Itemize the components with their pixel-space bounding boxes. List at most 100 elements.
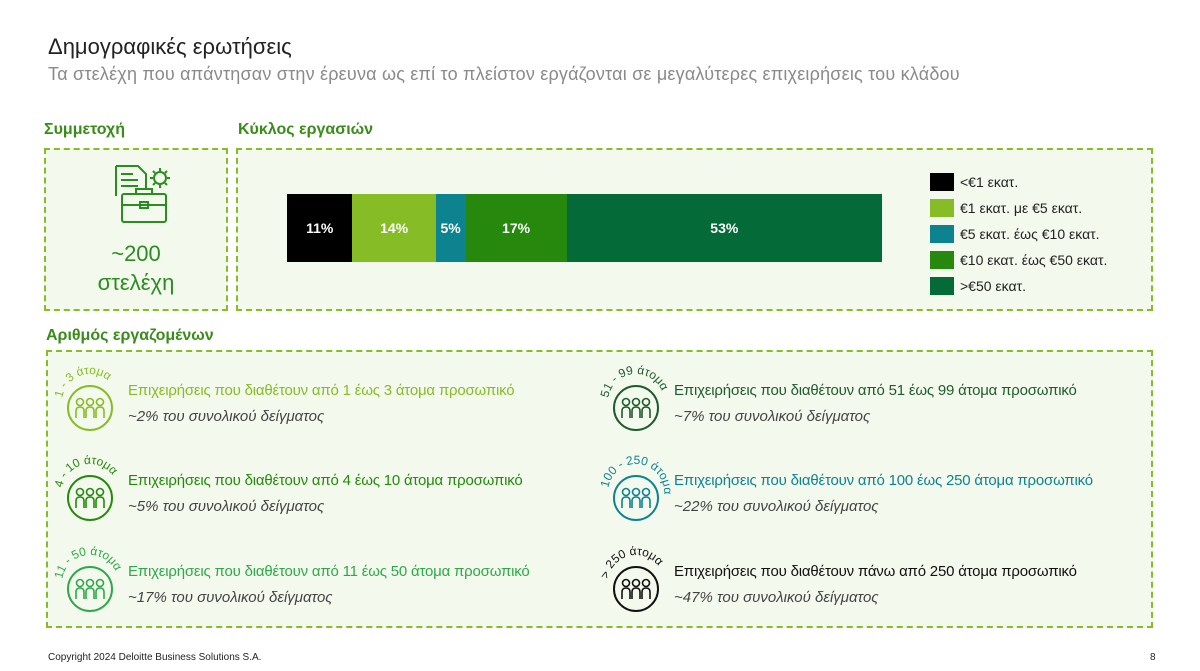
legend-item-0: <€1 εκατ.: [930, 172, 1018, 192]
page-number: 8: [1150, 652, 1156, 663]
person-head-icon: [85, 397, 95, 407]
people-group-icon: 51 - 99 άτομα: [600, 363, 672, 431]
people-group-icon: > 250 άτομα: [600, 544, 667, 612]
briefcase-document-icon: [115, 165, 170, 223]
page-title: Δημογραφικές ερωτήσεις: [48, 34, 292, 59]
person-body-icon: [75, 496, 85, 508]
page-subtitle: Τα στελέχη που απάντησαν στην έρευνα ως …: [48, 64, 960, 84]
legend-label: €1 εκατ. με €5 εκατ.: [960, 200, 1083, 216]
person-body-icon: [75, 406, 85, 418]
icon-circle: [613, 475, 659, 521]
legend-label: >€50 εκατ.: [960, 278, 1027, 294]
employee-size-item: 4 - 10 άτομα Επιχειρήσεις που διαθέτουν α…: [54, 450, 600, 528]
icon-circle: [613, 566, 659, 612]
person-body-icon: [85, 406, 95, 418]
people-group-icon: 11 - 50 άτομα: [54, 544, 125, 612]
person-body-icon: [641, 496, 651, 508]
employee-size-title: Επιχειρήσεις που διαθέτουν πάνω από 250 …: [674, 563, 1077, 580]
employee-size-title: Επιχειρήσεις που διαθέτουν από 100 έως 2…: [674, 472, 1093, 489]
person-head-icon: [95, 397, 105, 407]
person-body-icon: [95, 587, 105, 599]
person-head-icon: [621, 578, 631, 588]
bar-data-label-0: 11%: [306, 220, 334, 236]
legend-label: €5 εκατ. έως €10 εκατ.: [960, 226, 1100, 242]
legend-swatch: [930, 277, 954, 295]
turnover-stacked-bar: 11% 14% 5% 17% 53%: [287, 194, 882, 262]
participation-label: Συμμετοχή: [44, 121, 125, 138]
person-body-icon: [641, 406, 651, 418]
person-head-icon: [631, 397, 641, 407]
icon-circle: [67, 385, 113, 431]
icon-circle: [67, 475, 113, 521]
person-body-icon: [621, 587, 631, 599]
employee-range-label: 51 - 99 άτομα: [600, 363, 672, 399]
person-body-icon: [631, 496, 641, 508]
person-head-icon: [75, 487, 85, 497]
bar-data-label-1: 14%: [380, 220, 409, 236]
person-head-icon: [641, 578, 651, 588]
legend-label: <€1 εκατ.: [960, 174, 1019, 190]
employee-size-title: Επιχειρήσεις που διαθέτουν από 51 έως 99…: [674, 382, 1077, 399]
person-head-icon: [85, 487, 95, 497]
employee-size-title: Επιχειρήσεις που διαθέτουν από 1 έως 3 ά…: [128, 382, 515, 399]
participation-count: ~200: [111, 241, 161, 266]
bar-segment-1: [352, 194, 436, 262]
person-head-icon: [95, 487, 105, 497]
employee-range-label: > 250 άτομα: [600, 544, 667, 580]
employee-range-label: 11 - 50 άτομα: [54, 544, 125, 580]
people-group-icon: 1 - 3 άτομα: [54, 363, 114, 431]
person-head-icon: [641, 487, 651, 497]
person-body-icon: [631, 587, 641, 599]
footer-copyright: Copyright 2024 Deloitte Business Solutio…: [48, 652, 262, 663]
legend-swatch: [930, 173, 954, 191]
participation-box: ~200 στελέχη: [44, 148, 228, 311]
person-head-icon: [85, 578, 95, 588]
employee-size-share: ~22% του συνολικού δείγματος: [674, 498, 879, 515]
person-head-icon: [631, 487, 641, 497]
icon-circle: [67, 566, 113, 612]
icon-circle: [613, 385, 659, 431]
people-group-icon: 100 - 250 άτομα: [600, 453, 672, 521]
turnover-label: Κύκλος εργασιών: [238, 121, 374, 138]
person-body-icon: [631, 406, 641, 418]
person-head-icon: [75, 578, 85, 588]
person-body-icon: [621, 406, 631, 418]
employee-size-title: Επιχειρήσεις που διαθέτουν από 11 έως 50…: [128, 563, 530, 580]
employee-size-share: ~2% του συνολικού δείγματος: [128, 408, 325, 425]
people-group-icon: 4 - 10 άτομα: [54, 453, 121, 521]
person-body-icon: [621, 496, 631, 508]
employees-box: [46, 350, 1153, 628]
bar-segment-2: [435, 194, 466, 262]
employee-size-share: ~7% του συνολικού δείγματος: [674, 408, 871, 425]
legend-swatch: [930, 199, 954, 217]
person-head-icon: [621, 397, 631, 407]
person-body-icon: [85, 587, 95, 599]
bar-data-label-2: 5%: [440, 220, 461, 236]
person-head-icon: [75, 397, 85, 407]
employee-size-title: Επιχειρήσεις που διαθέτουν από 4 έως 10 …: [128, 472, 523, 489]
person-head-icon: [631, 578, 641, 588]
person-body-icon: [95, 406, 105, 418]
bar-segment-0: [287, 194, 353, 262]
legend-item-4: >€50 εκατ.: [930, 276, 1026, 296]
person-head-icon: [621, 487, 631, 497]
bar-data-label-4: 53%: [710, 220, 739, 236]
bar-segment-3: [465, 194, 567, 262]
employee-range-label: 4 - 10 άτομα: [54, 453, 121, 489]
turnover-legend: <€1 εκατ. €1 εκατ. με €5 εκατ. €5 εκατ. έω…: [930, 172, 1140, 302]
person-body-icon: [75, 587, 85, 599]
person-body-icon: [95, 496, 105, 508]
bar-segment-4: [566, 194, 882, 262]
participation-unit: στελέχη: [97, 270, 175, 295]
legend-swatch: [930, 225, 954, 243]
employee-size-share: ~5% του συνολικού δείγματος: [128, 498, 325, 515]
employees-label: Αριθμός εργαζομένων: [46, 327, 214, 344]
person-head-icon: [641, 397, 651, 407]
legend-item-3: €10 εκατ. έως €50 εκατ.: [930, 250, 1107, 270]
employee-size-item: > 250 άτομα Επιχειρήσεις που διαθέτουν πά…: [600, 541, 1146, 619]
legend-item-2: €5 εκατ. έως €10 εκατ.: [930, 224, 1100, 244]
employee-size-item: 1 - 3 άτομα Επιχειρήσεις που διαθέτουν απ…: [54, 360, 600, 438]
legend-swatch: [930, 251, 954, 269]
employee-size-share: ~17% του συνολικού δείγματος: [128, 589, 333, 606]
